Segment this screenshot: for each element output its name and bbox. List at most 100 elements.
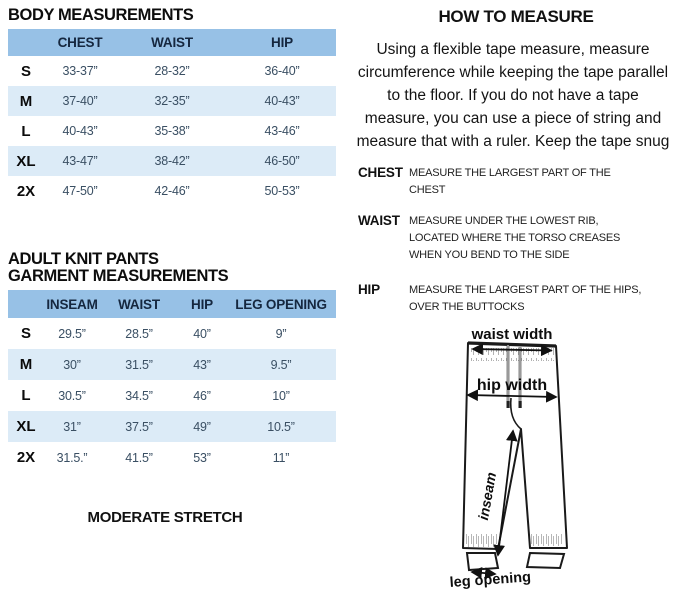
right-leg-shirring-texture xyxy=(529,531,563,546)
waist-cell: 28.5” xyxy=(125,326,153,341)
paragraph-line: measure, you can use a piece of string a… xyxy=(364,110,662,127)
chest-cell: 33-37” xyxy=(62,64,98,78)
size-cell: XL xyxy=(16,152,36,170)
definition-term: CHEST xyxy=(358,165,403,180)
garment-measurements-table: INSEAM WAIST HIP LEG OPENING S 29.5” 28.… xyxy=(8,290,336,473)
hip-cell: 43-46” xyxy=(264,124,300,138)
right-cuff xyxy=(525,551,566,570)
waist-cell: 35-38” xyxy=(154,124,190,138)
stretch-note: MODERATE STRETCH xyxy=(87,509,243,526)
chest-cell: 43-47” xyxy=(62,154,98,168)
size-cell: 2X xyxy=(16,449,36,466)
definition-term: HIP xyxy=(358,282,380,297)
size-cell: L xyxy=(21,122,31,140)
hip-cell: 40” xyxy=(193,326,211,341)
leg-opening-cell: 11” xyxy=(272,450,290,465)
measurement-arrows xyxy=(466,343,558,579)
table-header-row: CHEST WAIST HIP xyxy=(8,29,336,56)
inseam-arrow xyxy=(493,429,518,557)
left-cuff xyxy=(465,552,500,572)
inseam-cell: 30.5” xyxy=(58,388,86,403)
leg-opening-column-header: LEG OPENING xyxy=(235,296,327,312)
table-row: 2X 31.5.” 41.5” 53” 11” xyxy=(8,442,336,473)
chest-column-header: CHEST xyxy=(57,35,103,50)
size-cell: M xyxy=(19,356,33,373)
waist-cell: 32-35” xyxy=(154,94,190,108)
table-row: L 30.5” 34.5” 46” 10” xyxy=(8,380,336,411)
definition-term: WAIST xyxy=(358,213,400,228)
table-row: S 33-37” 28-32” 36-40” xyxy=(8,56,336,86)
body-measurements-table: CHEST WAIST HIP S 33-37” 28-32” 36-40” M… xyxy=(8,29,336,206)
hip-width-label: hip width xyxy=(477,377,547,394)
leg-opening-arrow xyxy=(470,567,497,579)
waist-width-label: waist width xyxy=(471,326,553,343)
leg-opening-cell: 9” xyxy=(275,326,287,341)
waist-cell: 34.5” xyxy=(125,388,153,403)
waist-cell: 37.5” xyxy=(125,419,153,434)
body-table-title: BODY MEASUREMENTS xyxy=(8,6,194,24)
table-header-row: INSEAM WAIST HIP LEG OPENING xyxy=(8,290,336,318)
size-cell: XL xyxy=(16,418,36,435)
table-row: XL 43-47” 38-42” 46-50” xyxy=(8,146,336,176)
hip-column-header: HIP xyxy=(271,35,293,50)
hip-cell: 50-53” xyxy=(264,184,300,198)
size-cell: M xyxy=(19,92,33,110)
definition-hip: HIP MEASURE THE LARGEST PART OF THE HIPS… xyxy=(358,282,660,316)
size-cell: S xyxy=(20,325,31,342)
inseam-column-header: INSEAM xyxy=(46,296,98,312)
hip-width-arrow xyxy=(466,389,558,403)
hip-cell: 40-43” xyxy=(264,94,300,108)
waist-width-arrow xyxy=(471,343,553,357)
garment-title-line2: GARMENT MEASUREMENTS xyxy=(8,267,229,285)
hip-cell: 53” xyxy=(193,450,211,465)
definition-description: MEASURE UNDER THE LOWEST RIB, LOCATED WH… xyxy=(409,215,621,261)
chest-cell: 37-40” xyxy=(62,94,98,108)
garment-title-line1: ADULT KNIT PANTS xyxy=(8,250,159,268)
leg-opening-cell: 10” xyxy=(272,388,290,403)
inseam-cell: 29.5” xyxy=(58,326,86,341)
paragraph-line: to the floor. If you do not have a tape xyxy=(387,87,639,104)
table-row: S 29.5” 28.5” 40” 9” xyxy=(8,318,336,349)
table-row: L 40-43” 35-38” 43-46” xyxy=(8,116,336,146)
hip-column-header: HIP xyxy=(191,296,213,312)
hip-cell: 43” xyxy=(193,357,211,372)
leg-opening-label: leg opening xyxy=(449,569,531,591)
hip-cell: 49” xyxy=(193,419,211,434)
definition-chest: CHEST MEASURE THE LARGEST PART OF THE CH… xyxy=(358,165,660,199)
definition-description: MEASURE THE LARGEST PART OF THE HIPS, OV… xyxy=(409,284,642,313)
size-cell: 2X xyxy=(16,182,36,200)
table-row: XL 31” 37.5” 49” 10.5” xyxy=(8,411,336,442)
size-cell: S xyxy=(20,62,31,80)
paragraph-line: measure that with a ruler. Keep the tape… xyxy=(356,133,670,150)
inseam-cell: 30” xyxy=(63,357,81,372)
how-to-measure-title: HOW TO MEASURE xyxy=(438,7,594,26)
paragraph-line: circumference while keeping the tape par… xyxy=(357,64,669,81)
table-row: M 30” 31.5” 43” 9.5” xyxy=(8,349,336,380)
waist-cell: 38-42” xyxy=(154,154,190,168)
chest-cell: 40-43” xyxy=(62,124,98,138)
leg-opening-cell: 10.5” xyxy=(267,419,295,434)
inseam-cell: 31.5.” xyxy=(56,450,88,465)
size-cell: L xyxy=(21,387,31,404)
left-leg-shirring-texture xyxy=(466,531,497,547)
hip-cell: 46-50” xyxy=(264,154,300,168)
hip-cell: 46” xyxy=(193,388,211,403)
garment-table-title: ADULT KNIT PANTS GARMENT MEASUREMENTS xyxy=(8,250,229,285)
waist-column-header: WAIST xyxy=(118,296,160,312)
table-row: M 37-40” 32-35” 40-43” xyxy=(8,86,336,116)
definition-description: MEASURE THE LARGEST PART OF THE CHEST xyxy=(409,167,611,196)
chest-cell: 47-50” xyxy=(62,184,98,198)
how-to-measure-paragraph: Using a flexible tape measure, measure c… xyxy=(344,38,682,153)
paragraph-line: Using a flexible tape measure, measure xyxy=(376,41,650,58)
waist-cell: 42-46” xyxy=(154,184,190,198)
leg-opening-cell: 9.5” xyxy=(270,357,292,372)
table-row: 2X 47-50” 42-46” 50-53” xyxy=(8,176,336,206)
inseam-cell: 31” xyxy=(63,419,81,434)
waist-column-header: WAIST xyxy=(151,35,193,50)
waist-cell: 28-32” xyxy=(154,64,190,78)
pants-measurement-diagram: waist width hip width inseam leg opening xyxy=(449,326,568,591)
waist-cell: 41.5” xyxy=(125,450,153,465)
hip-cell: 36-40” xyxy=(264,64,300,78)
definition-waist: WAIST MEASURE UNDER THE LOWEST RIB, LOCA… xyxy=(358,213,660,264)
